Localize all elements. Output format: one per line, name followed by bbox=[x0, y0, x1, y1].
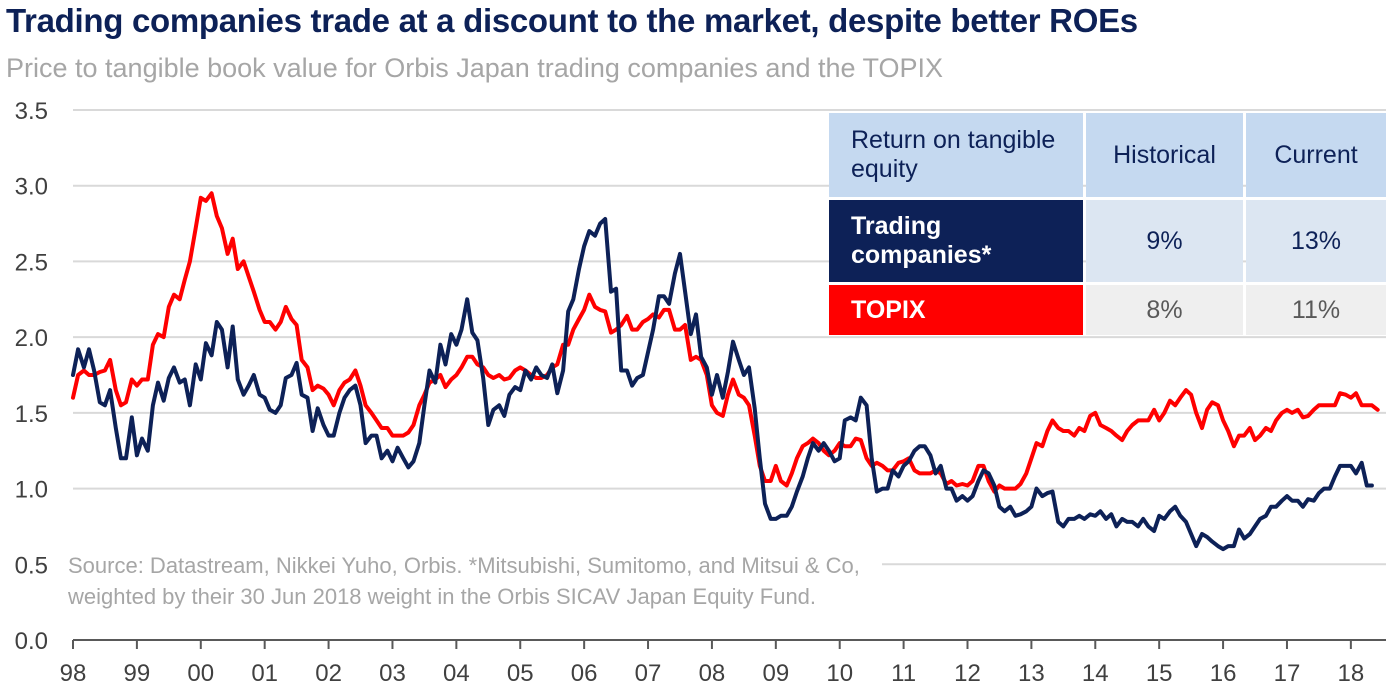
x-tick-label: 16 bbox=[1210, 660, 1237, 687]
x-tick-label: 15 bbox=[1146, 660, 1173, 687]
series-line-trading-companies bbox=[71, 217, 1374, 552]
source-note-line: Source: Datastream, Nikkei Yuho, Orbis. … bbox=[68, 553, 860, 578]
source-note: Source: Datastream, Nikkei Yuho, Orbis. … bbox=[68, 550, 882, 612]
roe-row-label: Trading companies* bbox=[829, 200, 1083, 282]
roe-row-current: 11% bbox=[1246, 285, 1386, 335]
roe-row-historical: 9% bbox=[1086, 200, 1243, 282]
x-tick-label: 13 bbox=[1018, 660, 1045, 687]
y-axis-tick-labels: 0.0 0.5 1.0 1.5 2.0 2.5 3.0 3.5 bbox=[15, 98, 48, 655]
y-tick-label: 2.0 bbox=[15, 325, 48, 352]
y-tick-label: 0.5 bbox=[15, 552, 48, 579]
x-tick-label: 06 bbox=[571, 660, 598, 687]
y-tick-label: 3.5 bbox=[15, 98, 48, 125]
x-tick-label: 17 bbox=[1274, 660, 1301, 687]
roe-table-header-row: Return on tangible equity Historical Cur… bbox=[829, 113, 1386, 197]
roe-table: Return on tangible equity Historical Cur… bbox=[826, 110, 1389, 338]
y-tick-label: 0.0 bbox=[15, 628, 48, 655]
x-tick-label: 12 bbox=[954, 660, 981, 687]
x-tick-label: 04 bbox=[443, 660, 470, 687]
x-tick-label: 99 bbox=[124, 660, 151, 687]
roe-row-historical: 8% bbox=[1086, 285, 1243, 335]
y-tick-label: 1.5 bbox=[15, 401, 48, 428]
x-tick-label: 09 bbox=[762, 660, 789, 687]
x-tick-label: 18 bbox=[1338, 660, 1365, 687]
roe-table-header-historical: Historical bbox=[1086, 113, 1243, 197]
roe-table-row-topix: TOPIX 8% 11% bbox=[829, 285, 1386, 335]
x-tick-label: 00 bbox=[187, 660, 214, 687]
x-tick-label: 05 bbox=[507, 660, 534, 687]
series-lines bbox=[71, 191, 1380, 552]
x-tick-label: 11 bbox=[891, 660, 916, 687]
roe-table-header-label: Return on tangible equity bbox=[829, 113, 1083, 197]
y-tick-label: 2.5 bbox=[15, 249, 48, 276]
x-tick-label: 98 bbox=[60, 660, 87, 687]
y-tick-label: 3.0 bbox=[15, 174, 48, 201]
roe-row-label: TOPIX bbox=[829, 285, 1083, 335]
gridlines bbox=[73, 109, 1386, 566]
y-tick-label: 1.0 bbox=[15, 477, 48, 504]
x-tick-label: 08 bbox=[699, 660, 726, 687]
chart-title: Trading companies trade at a discount to… bbox=[6, 2, 1138, 39]
roe-row-current: 13% bbox=[1246, 200, 1386, 282]
source-note-line: weighted by their 30 Jun 2018 weight in … bbox=[68, 584, 817, 609]
roe-table-row-trading-companies: Trading companies* 9% 13% bbox=[829, 200, 1386, 282]
x-axis bbox=[72, 639, 1386, 649]
chart-subtitle: Price to tangible book value for Orbis J… bbox=[6, 53, 944, 83]
x-axis-tick-labels: 98 99 00 01 02 03 04 05 06 07 08 09 10 11 12 13 14 15 16 17… bbox=[60, 660, 1365, 687]
x-tick-label: 03 bbox=[379, 660, 406, 687]
x-tick-label: 07 bbox=[635, 660, 662, 687]
x-tick-label: 02 bbox=[315, 660, 342, 687]
x-tick-label: 14 bbox=[1082, 660, 1109, 687]
x-tick-label: 10 bbox=[826, 660, 853, 687]
roe-table-header-current: Current bbox=[1246, 113, 1386, 197]
x-tick-label: 01 bbox=[251, 660, 278, 687]
series-line-topix bbox=[71, 191, 1380, 494]
